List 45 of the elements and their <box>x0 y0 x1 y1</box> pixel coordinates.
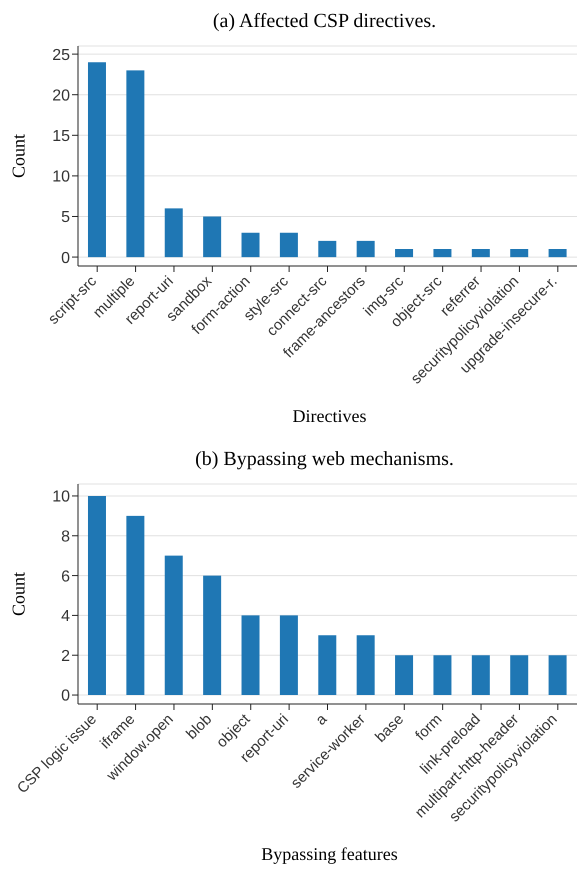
bar <box>242 615 260 696</box>
y-tick-label: 8 <box>61 528 70 546</box>
bar <box>395 655 414 696</box>
y-axis-title: Count <box>8 134 28 178</box>
y-tick-label: 15 <box>52 128 70 145</box>
bar <box>433 248 452 258</box>
y-tick-label: 20 <box>52 87 70 104</box>
y-tick-label: 0 <box>61 250 70 267</box>
bar <box>356 240 375 258</box>
x-tick-label: blob <box>183 710 216 743</box>
chart-title: (a) Affected CSP directives. <box>212 9 438 34</box>
bar <box>472 248 490 258</box>
bar <box>510 655 528 696</box>
bar <box>548 655 567 696</box>
bar <box>318 240 336 258</box>
bar <box>88 62 106 258</box>
bar <box>126 70 144 258</box>
y-tick-label: 10 <box>52 168 70 186</box>
bar <box>472 655 490 696</box>
y-tick-label: 0 <box>61 688 70 705</box>
x-axis-title: Directives <box>292 405 368 428</box>
bar <box>164 208 183 258</box>
bar <box>356 635 375 696</box>
bar <box>203 576 222 696</box>
bar <box>433 655 452 696</box>
bar <box>395 248 414 258</box>
bar <box>548 248 567 258</box>
chart-title: (b) Bypassing web mechanisms. <box>194 447 455 472</box>
y-tick-label: 2 <box>61 648 70 665</box>
bar <box>280 615 298 696</box>
y-tick-label: 5 <box>61 209 70 226</box>
bar <box>510 248 528 258</box>
bar <box>88 496 106 696</box>
bar <box>242 232 260 258</box>
y-tick-label: 4 <box>61 608 70 626</box>
bar <box>203 216 222 258</box>
bar <box>318 635 336 696</box>
bar <box>280 232 298 258</box>
y-axis-title: Count <box>8 572 28 616</box>
bar <box>126 516 144 696</box>
y-tick-label: 25 <box>52 46 70 64</box>
y-tick-label: 10 <box>52 488 70 506</box>
x-axis-title: Bypassing features <box>260 843 399 866</box>
y-tick-label: 6 <box>61 568 70 586</box>
bar <box>164 556 183 696</box>
